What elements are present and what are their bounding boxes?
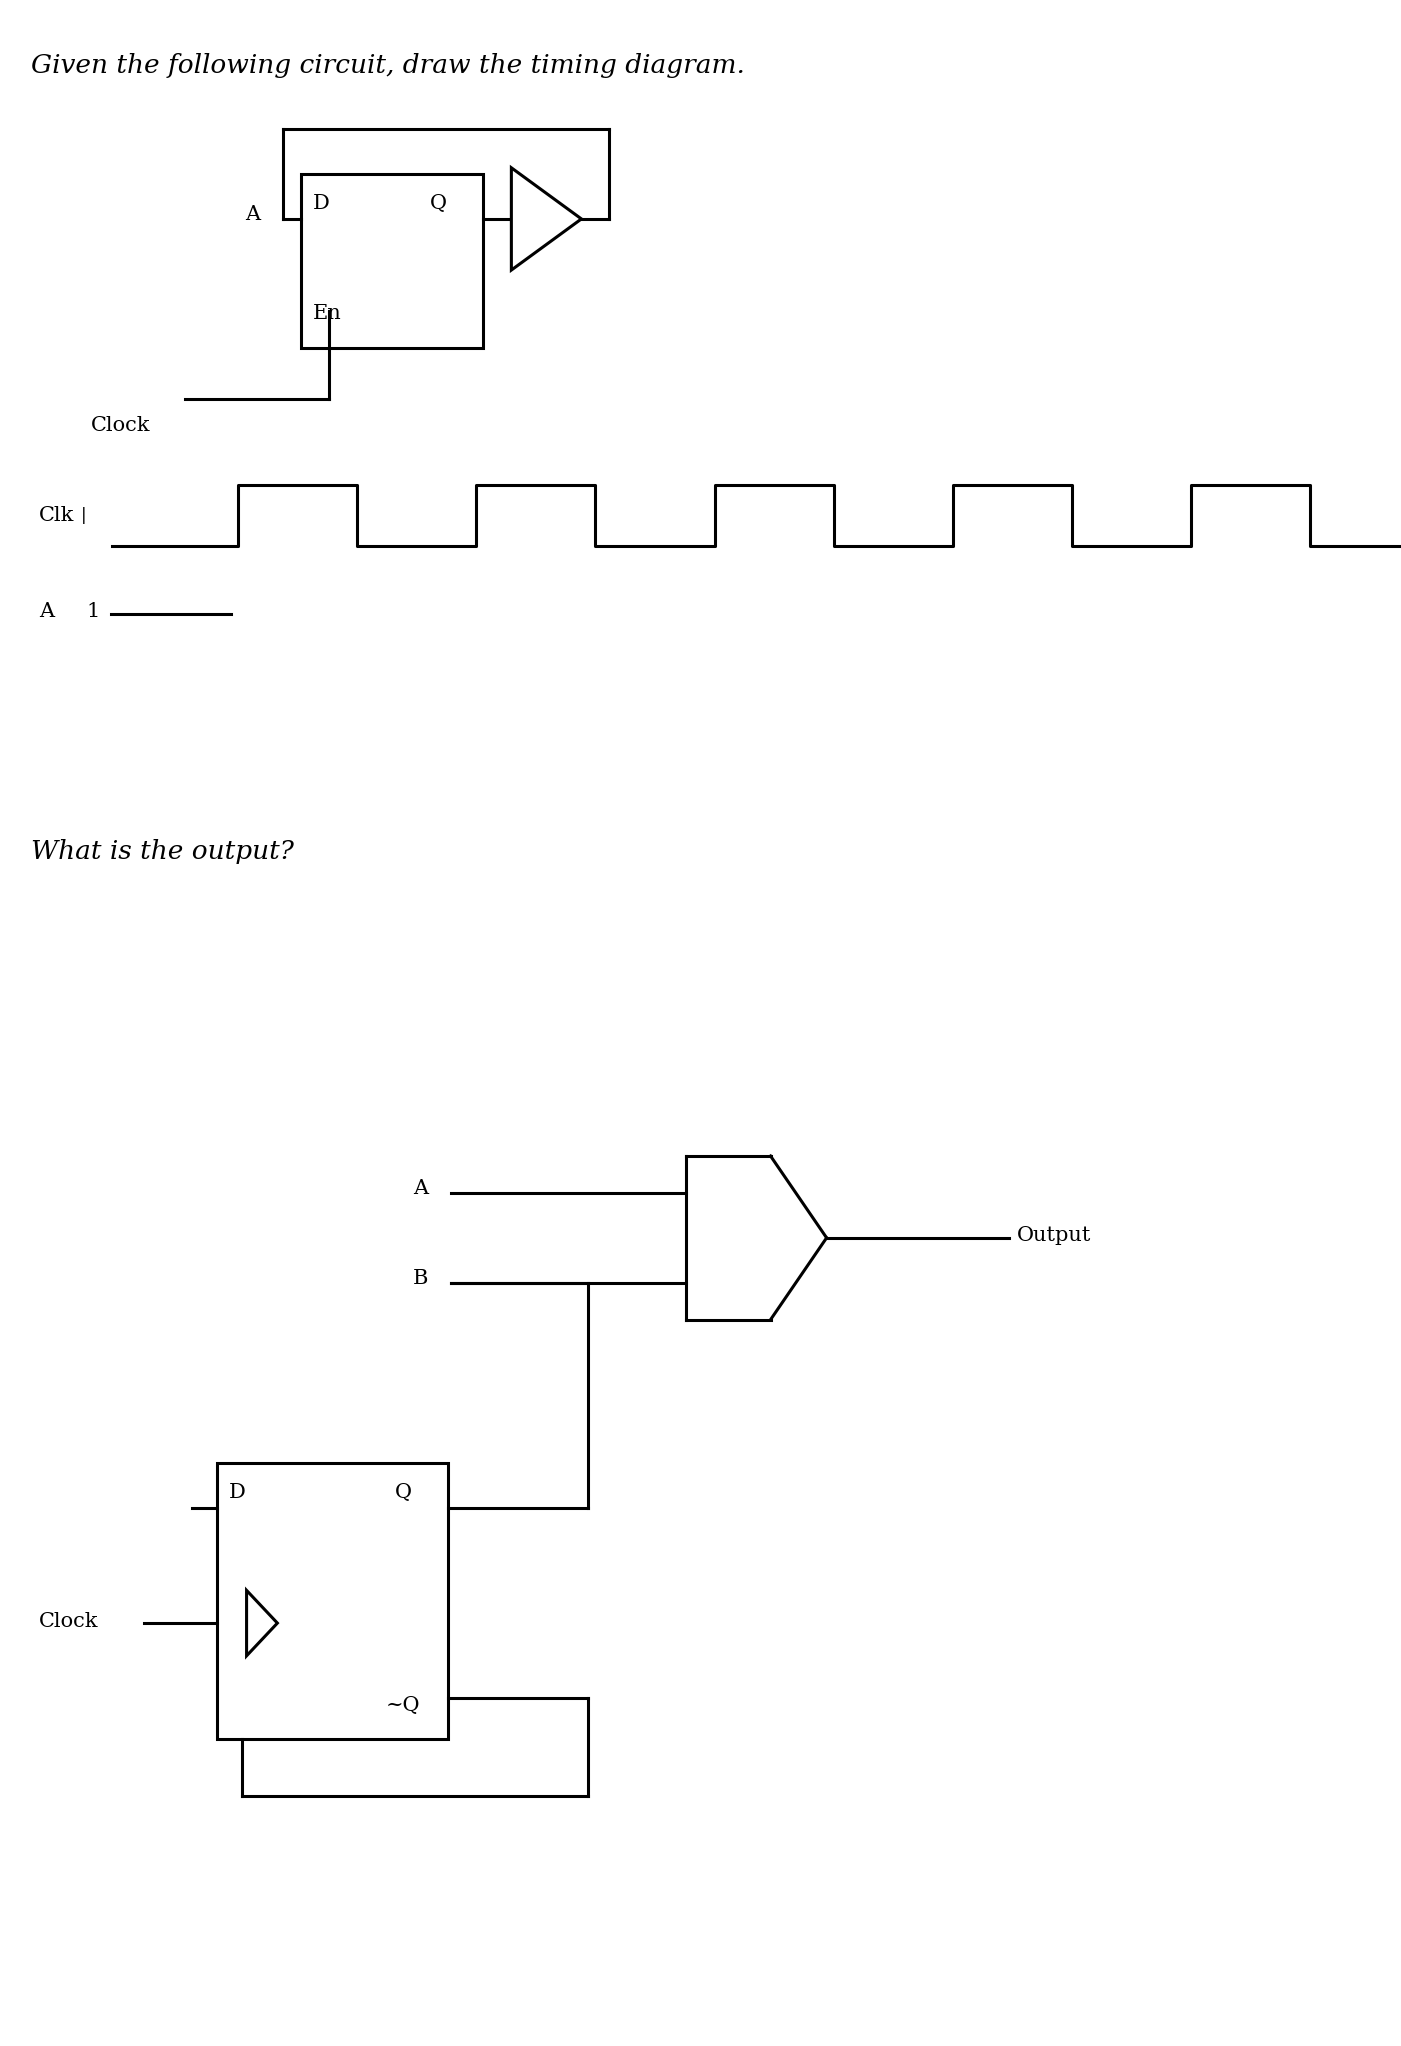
Text: What is the output?: What is the output? <box>31 839 294 863</box>
Text: A: A <box>39 602 55 622</box>
Text: Clk: Clk <box>39 505 74 526</box>
Text: D: D <box>228 1483 245 1502</box>
Text: Output: Output <box>1017 1226 1091 1246</box>
Text: Clock: Clock <box>91 415 150 436</box>
Text: 1: 1 <box>87 602 101 622</box>
Bar <box>217 1463 448 1739</box>
Bar <box>301 174 483 348</box>
Polygon shape <box>511 168 581 270</box>
Text: |: | <box>81 507 87 524</box>
Text: Q: Q <box>395 1483 412 1502</box>
Text: B: B <box>413 1269 429 1289</box>
Polygon shape <box>247 1590 277 1655</box>
Text: A: A <box>413 1178 429 1199</box>
Text: Q: Q <box>430 194 447 213</box>
Text: A: A <box>245 205 261 225</box>
Text: Clock: Clock <box>39 1612 98 1631</box>
Text: D: D <box>312 194 329 213</box>
Text: Given the following circuit, draw the timing diagram.: Given the following circuit, draw the ti… <box>31 53 745 78</box>
Text: En: En <box>312 305 342 323</box>
Text: ~Q: ~Q <box>385 1696 420 1715</box>
